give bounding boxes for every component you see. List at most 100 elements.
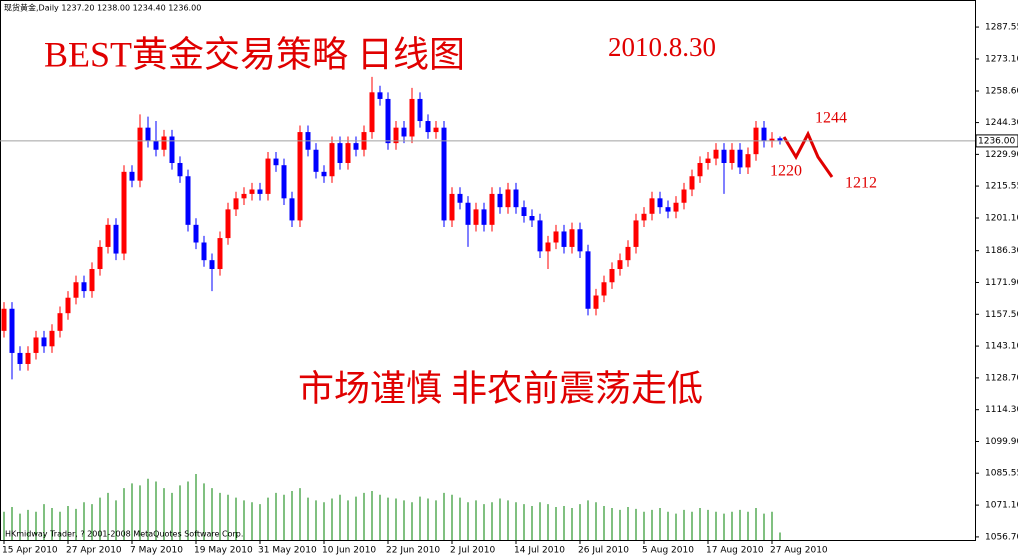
candle-body (505, 189, 511, 208)
annotation: 1220 (770, 163, 802, 180)
current-price-label: 1236.00 (978, 136, 1015, 146)
info: 现货黄金,Daily 1237.20 1238.00 1234.40 1236.… (4, 3, 201, 13)
candle-body (193, 224, 199, 243)
candle-body (401, 127, 407, 137)
candle-body (497, 193, 503, 208)
candle-body (721, 149, 727, 163)
x-tick-label: 5 Aug 2010 (642, 546, 694, 556)
candle-body (705, 158, 711, 163)
candle-body (41, 337, 47, 347)
candle-body (585, 251, 591, 309)
candle-body (745, 154, 751, 168)
candle-body (441, 127, 447, 221)
plot-frame (0, 0, 976, 541)
candle-body (665, 207, 671, 212)
candle-body (225, 209, 231, 239)
candle-body (137, 127, 143, 181)
candle-body (33, 337, 39, 353)
chart-title: BEST黄金交易策略 日线图 (44, 34, 465, 74)
candle-body (57, 313, 63, 331)
candle-body (737, 149, 743, 168)
subtitle: 市场谨慎 非农前震荡走低 (298, 368, 703, 408)
candle-body (169, 136, 175, 163)
candle-body (537, 220, 543, 252)
candle-body (313, 149, 319, 172)
candle-body (513, 189, 519, 208)
y-tick-label: 1099.90 (985, 437, 1018, 447)
candle-body (65, 297, 71, 314)
candle-body (369, 92, 375, 133)
candle-body (657, 198, 663, 208)
candle-body (409, 98, 415, 137)
candle-body (217, 238, 223, 270)
candle-body (681, 189, 687, 203)
candle-body (625, 246, 631, 261)
candle-body (425, 121, 431, 133)
candle-body (281, 165, 287, 199)
x-tick-label: 15 Apr 2010 (2, 546, 58, 556)
candle-body (609, 269, 615, 283)
candle-body (353, 143, 359, 150)
candle-body (81, 282, 87, 292)
x-tick-label: 22 Jun 2010 (386, 546, 440, 556)
candle-body (377, 92, 383, 99)
candle-body (713, 149, 719, 159)
candle-body (465, 202, 471, 225)
candle-body (777, 138, 783, 141)
candle-body (273, 158, 279, 166)
y-tick-label: 1215.55 (985, 182, 1018, 192)
candle-body (417, 98, 423, 122)
x-tick-label: 27 Apr 2010 (66, 546, 122, 556)
candle-body (649, 198, 655, 214)
candle-body (769, 138, 775, 141)
candle-body (297, 132, 303, 221)
candle-body (129, 171, 135, 181)
candle-body (17, 352, 23, 364)
x-tick-label: 17 Aug 2010 (706, 546, 764, 556)
candle-body (545, 242, 551, 252)
candle-body (433, 127, 439, 133)
candle-body (481, 209, 487, 225)
candle-body (729, 149, 735, 163)
candle-body (337, 143, 343, 163)
candle-body (249, 189, 255, 194)
y-tick-label: 1056.70 (985, 532, 1018, 542)
y-tick-label: 1128.70 (985, 373, 1018, 383)
y-tick-label: 1114.30 (985, 405, 1018, 415)
candle-body (761, 127, 767, 141)
candle-body (345, 143, 351, 163)
candle-body (673, 202, 679, 212)
y-tick-label: 1273.10 (985, 54, 1018, 64)
candle-body (161, 136, 167, 150)
candle-body (561, 231, 567, 247)
candle-body (49, 330, 55, 347)
y-tick-label: 1071.10 (985, 501, 1018, 511)
candle-body (209, 260, 215, 270)
candle-body (185, 176, 191, 225)
candle-body (105, 224, 111, 247)
y-tick-label: 1171.90 (985, 278, 1018, 288)
candle-body (121, 171, 127, 254)
y-tick-label: 1258.60 (985, 86, 1018, 96)
candle-body (457, 193, 463, 203)
candle-body (641, 213, 647, 221)
annotation: 1212 (845, 175, 877, 192)
current-price-box (975, 134, 1018, 148)
x-tick-label: 19 May 2010 (194, 546, 253, 556)
candle-body (113, 224, 119, 254)
candle-body (265, 158, 271, 194)
candle-body (177, 162, 183, 177)
footer: HKmidway Trader, ? 2001-2008 MetaQuotes … (5, 530, 243, 539)
y-tick-label: 1287.55 (985, 23, 1018, 33)
forecast-zigzag (782, 130, 834, 178)
annotation: 1244 (815, 110, 847, 127)
candle-body (321, 171, 327, 177)
candle-body (593, 295, 599, 309)
y-tick-label: 1244.30 (985, 118, 1018, 128)
y-tick-label: 1157.50 (985, 310, 1018, 320)
candle-body (473, 209, 479, 225)
candle-body (449, 193, 455, 221)
candle-body (145, 127, 151, 141)
candle-body (529, 216, 535, 221)
